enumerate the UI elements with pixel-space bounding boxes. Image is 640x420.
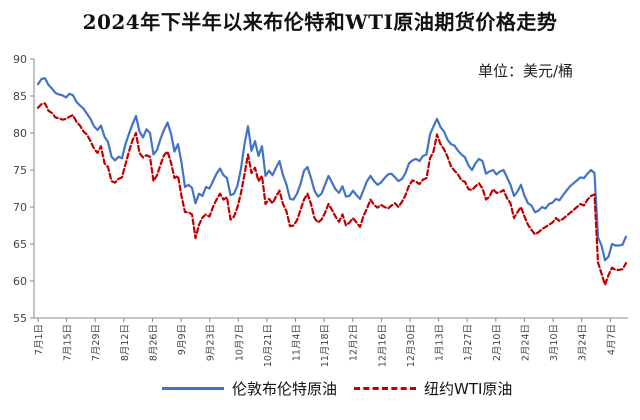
legend-label-wti: 纽约WTI原油 xyxy=(424,380,513,398)
chart-legend: 伦敦布伦特原油 纽约WTI原油 xyxy=(0,378,640,406)
legend-swatch-brent xyxy=(162,387,224,390)
x-tick-label: 12月16日 xyxy=(377,324,388,367)
legend-swatch-wti xyxy=(354,387,416,390)
x-tick-label: 8月12日 xyxy=(120,324,131,361)
y-tick-label: 75 xyxy=(13,164,27,177)
x-tick-label: 8月26日 xyxy=(148,324,159,361)
legend-item-wti: 纽约WTI原油 xyxy=(354,378,512,399)
brent-line xyxy=(36,77,628,262)
y-tick-label: 55 xyxy=(13,312,27,325)
y-tick-label: 85 xyxy=(13,90,27,103)
x-tick-label: 7月1日 xyxy=(34,324,45,355)
x-tick-label: 7月29日 xyxy=(91,324,102,361)
x-tick-label: 2月24日 xyxy=(520,324,531,361)
legend-item-brent: 伦敦布伦特原油 xyxy=(162,378,337,399)
y-tick-label: 60 xyxy=(13,275,27,288)
x-tick-label: 1月13日 xyxy=(435,324,446,361)
x-tick-label: 11月4日 xyxy=(292,324,303,361)
y-tick-label: 65 xyxy=(13,238,27,251)
chart-plot: 55 60 65 70 75 80 85 90 7月1日 7月15日 7月29日 8月12日 8月26日… xyxy=(13,53,628,367)
y-tick-label: 90 xyxy=(13,53,27,66)
x-tick-label: 3月10日 xyxy=(549,324,560,361)
unit-label: 单位：美元/桶 xyxy=(478,62,574,80)
x-tick-label: 12月2日 xyxy=(349,324,360,361)
chart-title: 2024年下半年以来布伦特和WTI原油期货价格走势 xyxy=(82,10,558,34)
x-tick-label: 9月9日 xyxy=(177,324,188,355)
wti-line xyxy=(36,102,628,286)
x-tick-label: 9月23日 xyxy=(206,324,217,361)
x-tick-label: 11月18日 xyxy=(320,324,331,367)
x-tick-label: 3月24日 xyxy=(578,324,589,361)
y-tick-label: 80 xyxy=(13,127,27,140)
legend-label-brent: 伦敦布伦特原油 xyxy=(232,380,338,398)
x-tick-label: 10月21日 xyxy=(263,324,274,367)
x-tick-label: 2月10日 xyxy=(492,324,503,361)
x-tick-label: 1月27日 xyxy=(463,324,474,361)
x-tick-label: 4月7日 xyxy=(606,324,617,355)
x-tick-label: 7月15日 xyxy=(63,324,74,361)
x-tick-label: 12月30日 xyxy=(406,324,417,367)
x-tick-label: 10月7日 xyxy=(234,324,245,361)
y-tick-label: 70 xyxy=(13,201,27,214)
